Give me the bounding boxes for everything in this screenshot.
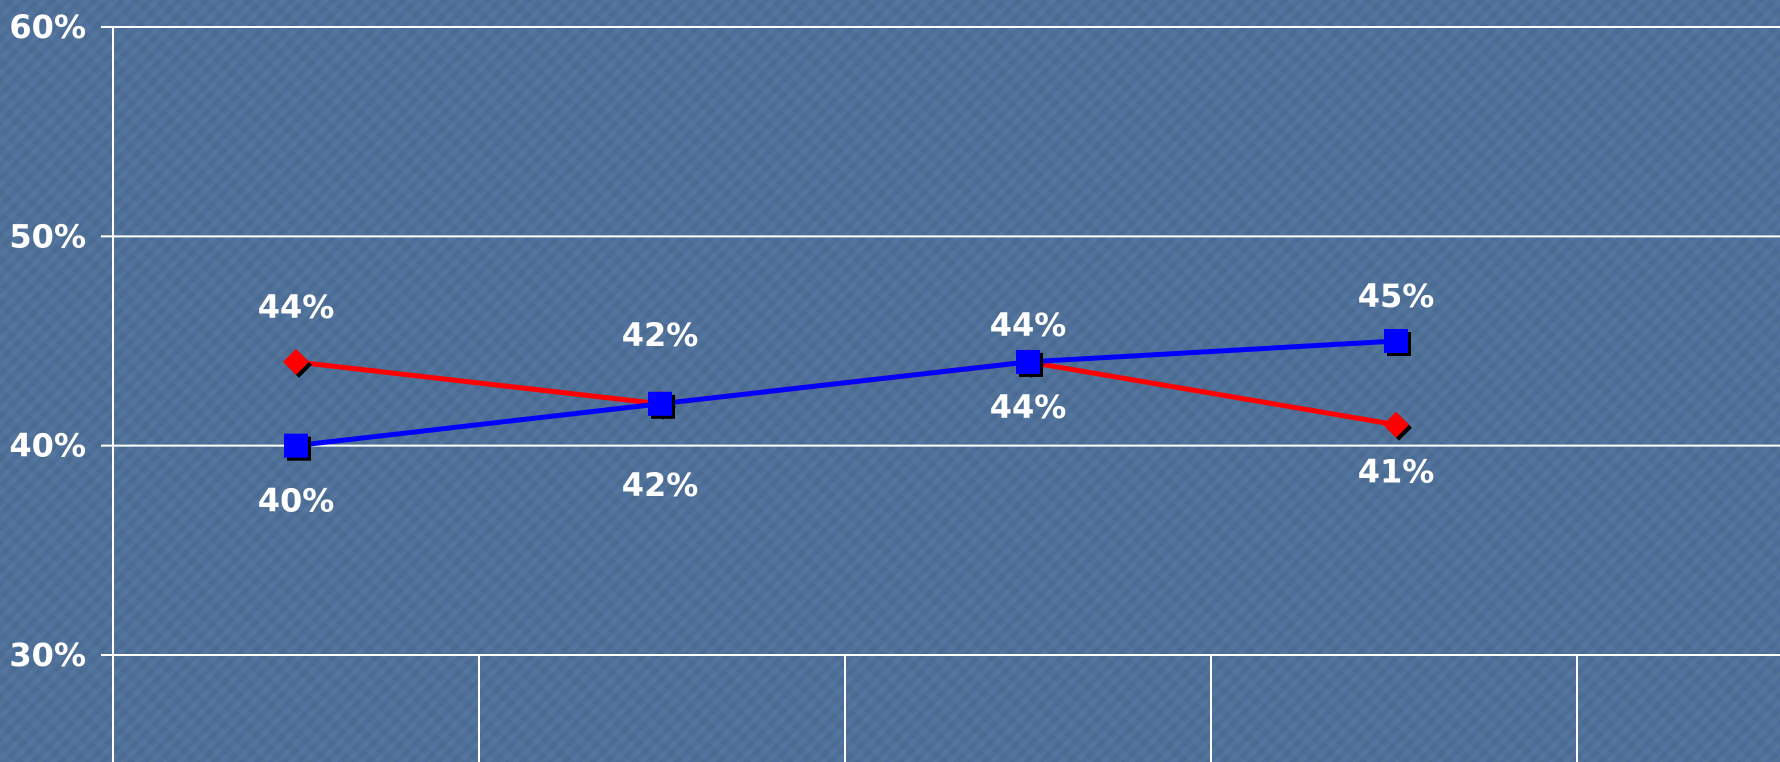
series-line-blue bbox=[295, 338, 1397, 449]
data-label-red: 44% bbox=[258, 288, 335, 326]
data-label-blue: 40% bbox=[258, 482, 335, 520]
data-label-blue: 44% bbox=[990, 306, 1067, 344]
data-point-blue bbox=[648, 391, 672, 416]
gridlines bbox=[101, 26, 1780, 762]
data-label-blue: 42% bbox=[622, 466, 699, 504]
data-point-red bbox=[283, 348, 309, 375]
y-tick-label: 60% bbox=[9, 8, 86, 46]
data-labels: 44% 42% 44% 41% 40% 42% 44% 45% bbox=[258, 277, 1435, 520]
y-tick-label: 40% bbox=[9, 427, 86, 465]
series-group bbox=[283, 329, 1412, 461]
data-point-blue bbox=[1016, 349, 1040, 374]
data-label-red: 41% bbox=[1358, 453, 1435, 491]
series-line-red bbox=[295, 359, 1397, 428]
data-label-red: 44% bbox=[990, 388, 1067, 426]
x-axis bbox=[112, 655, 1578, 762]
y-tick-label: 50% bbox=[9, 217, 86, 255]
y-axis-ticks: 30% 40% 50% 60% bbox=[9, 8, 86, 674]
data-point-red bbox=[1383, 411, 1409, 438]
y-tick-label: 30% bbox=[9, 636, 86, 674]
data-label-blue: 45% bbox=[1358, 277, 1435, 315]
data-point-blue bbox=[1384, 329, 1408, 353]
data-label-red: 42% bbox=[622, 316, 699, 354]
data-point-blue bbox=[284, 433, 308, 458]
